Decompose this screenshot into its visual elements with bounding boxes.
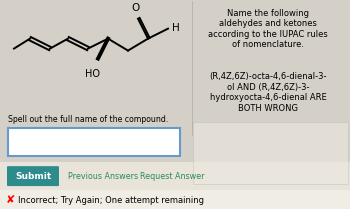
- FancyBboxPatch shape: [7, 166, 59, 186]
- Text: Spell out the full name of the compound.: Spell out the full name of the compound.: [8, 115, 168, 124]
- Text: Incorrect; Try Again; One attempt remaining: Incorrect; Try Again; One attempt remain…: [18, 196, 204, 205]
- FancyBboxPatch shape: [193, 122, 348, 184]
- FancyBboxPatch shape: [8, 128, 180, 156]
- Text: Previous Answers: Previous Answers: [68, 172, 138, 181]
- Bar: [0, 162, 350, 209]
- Text: H: H: [172, 23, 180, 33]
- Text: Name the following
aldehydes and ketones
according to the IUPAC rules
of nomencl: Name the following aldehydes and ketones…: [208, 9, 328, 49]
- Text: HO: HO: [84, 69, 99, 79]
- Text: Request Answer: Request Answer: [140, 172, 204, 181]
- Text: Submit: Submit: [15, 172, 51, 181]
- Text: O: O: [132, 3, 140, 13]
- Text: (R,4Z,6Z)-octa-4,6-dienal-3-
ol AND (R,4Z,6Z)-3-
hydroxyocta-4,6-dienal ARE
BOTH: (R,4Z,6Z)-octa-4,6-dienal-3- ol AND (R,4…: [209, 73, 327, 113]
- Bar: [0, 190, 350, 209]
- Text: ✘: ✘: [6, 195, 15, 205]
